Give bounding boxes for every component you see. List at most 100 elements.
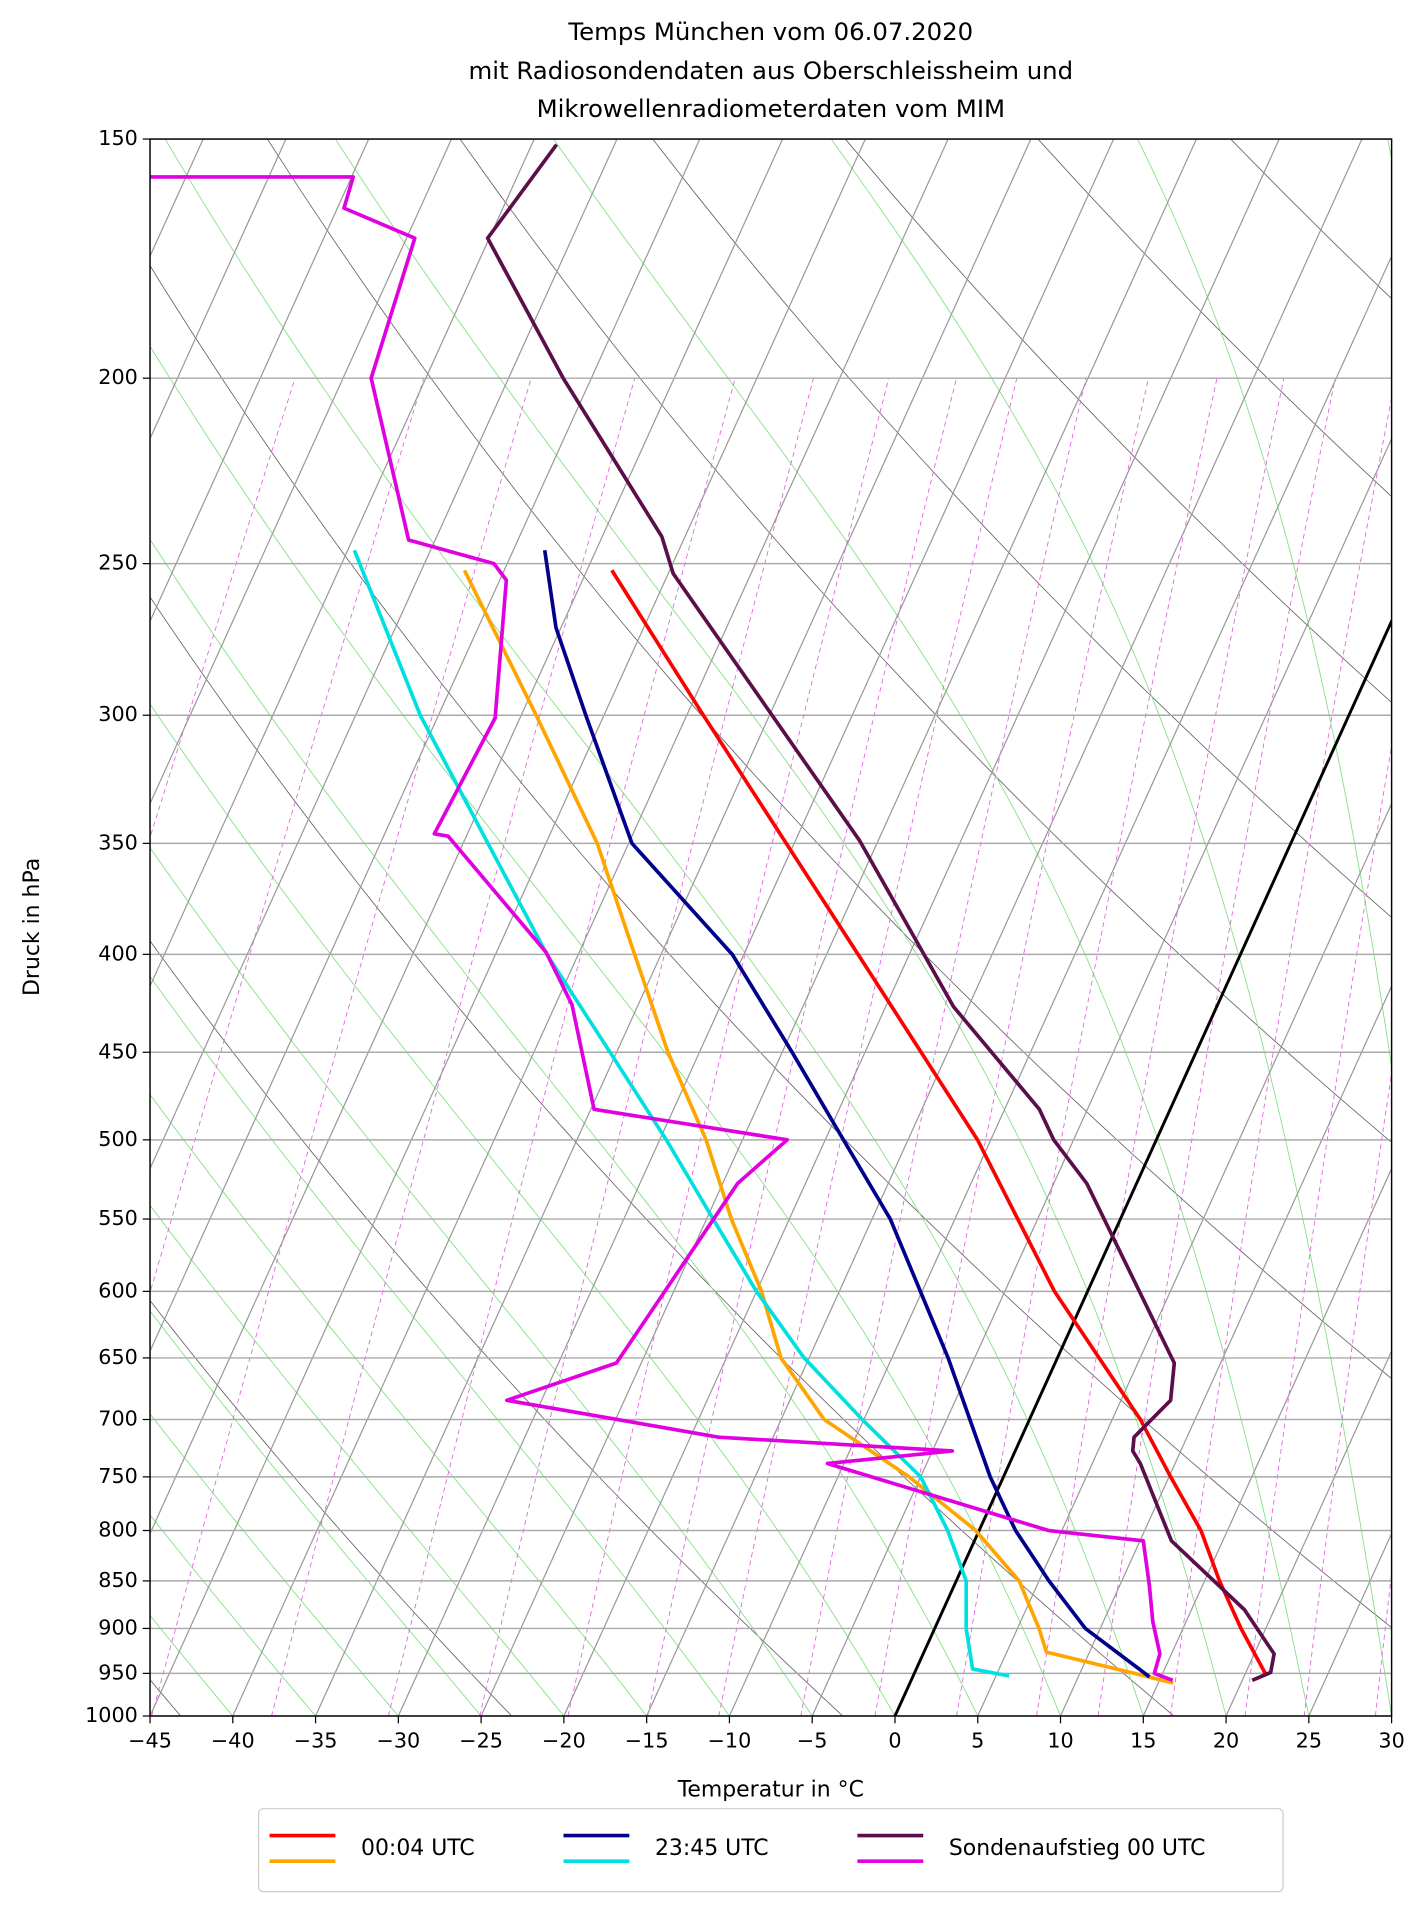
mixing-ratio-line [387, 378, 736, 1717]
y-tick-label: 750 [98, 1464, 138, 1488]
y-tick-label: 300 [98, 702, 138, 726]
moist-adiabat [150, 1310, 482, 1717]
profiles [150, 143, 1392, 1717]
isotherm-grid-line [397, 139, 1115, 1717]
y-tick-label: 400 [98, 941, 138, 965]
moist-adiabat [1137, 139, 1392, 1070]
x-tick-label: −25 [459, 1729, 503, 1753]
isotherm [150, 139, 535, 988]
isotherm [150, 139, 784, 1536]
mixing-ratio-line [647, 378, 957, 1717]
moist-adiabat [150, 703, 896, 1717]
y-tick-label: 900 [98, 1615, 138, 1639]
y-tick-label: 500 [98, 1127, 138, 1151]
mixing-ratio-line [1097, 378, 1336, 1717]
moist-adiabat [164, 139, 1144, 1717]
y-tick-label: 200 [98, 365, 138, 389]
isotherm-grid-line [1142, 1167, 1392, 1717]
x-tick-label: 15 [1130, 1729, 1156, 1753]
moist-adiabat [150, 1413, 399, 1717]
mixing-ratio-line [1303, 1070, 1392, 1717]
y-tick-label: 150 [98, 126, 138, 150]
dry-adiabat [459, 139, 1392, 1143]
y-tick-label: 800 [98, 1518, 138, 1542]
chart-title: Temps München vom 06.07.2020 [567, 17, 973, 46]
background-lines [150, 139, 1427, 1717]
isotherm-grid-line [1059, 984, 1392, 1717]
grid [150, 139, 1392, 1717]
x-tick-label: −45 [128, 1729, 172, 1753]
temperature-line [610, 569, 1267, 1675]
isotherm [150, 139, 453, 806]
mixing-ratio-line [1374, 1569, 1392, 1717]
chart-title: mit Radiosondendaten aus Oberschleisshei… [469, 56, 1074, 85]
isotherm-grid-line [563, 139, 1280, 1717]
x-axis-label: Temperatur in °C [677, 1777, 864, 1802]
mixing-ratio-line [874, 378, 1149, 1717]
y-tick-label: 1000 [85, 1703, 138, 1727]
y-tick-label: 550 [98, 1206, 138, 1230]
y-tick-label: 350 [98, 830, 138, 854]
y-tick-label: 950 [98, 1660, 138, 1684]
axes: −45 −40 −35 −30 −25 −20 −15 −10 −5 0 5 10 15 20 25 30 15… [85, 126, 1405, 1753]
legend-label: 00:04 UTC [361, 1836, 475, 1861]
isotherm-grid-line [646, 139, 1363, 1717]
dry-adiabat [266, 139, 1392, 1380]
legend-box [257, 1808, 1284, 1893]
isotherm-grid-line [315, 139, 1032, 1717]
legend: 00:04 UTC 23:45 UTC Sondenaufstieg 00 UTC [269, 1833, 1205, 1863]
mixing-ratio-line [479, 378, 814, 1717]
isotherm [150, 139, 701, 1353]
dewpoint-line [352, 549, 1010, 1678]
legend-label: 23:45 UTC [655, 1836, 769, 1861]
isotherm-grid-line [1308, 1532, 1392, 1717]
x-tick-label: −20 [542, 1729, 586, 1753]
x-tick-label: −30 [376, 1729, 420, 1753]
y-tick-label: 700 [98, 1407, 138, 1431]
dry-adiabat [150, 264, 1392, 1629]
isotherm-grid-line [150, 139, 866, 1717]
mixing-ratio-line [800, 378, 1087, 1717]
dry-adiabat [1423, 139, 1427, 1716]
x-tick-label: −5 [797, 1729, 828, 1753]
isotherm [150, 139, 618, 1171]
y-tick-label: 450 [98, 1039, 138, 1063]
dry-adiabat [150, 1299, 513, 1717]
x-tick-label: 10 [1047, 1729, 1073, 1753]
moist-adiabat [150, 1093, 648, 1717]
moist-adiabat [150, 1514, 316, 1717]
isotherm-grid-line [1391, 1714, 1392, 1717]
isotherm-grid-line [232, 139, 949, 1717]
mixing-ratio-line [1244, 743, 1392, 1717]
moist-adiabat [553, 139, 1310, 1717]
moist-adiabat [150, 538, 979, 1717]
dry-adiabat [1037, 139, 1392, 498]
x-tick-label: −40 [211, 1729, 255, 1753]
isotherm-grid-line [728, 254, 1392, 1717]
x-tick-label: −10 [708, 1729, 752, 1753]
temperature-line [542, 549, 1151, 1679]
isotherm [150, 139, 287, 441]
x-tick-label: 5 [971, 1729, 984, 1753]
isotherm-grid-line [977, 802, 1392, 1717]
isotherm-grid-line [894, 619, 1392, 1717]
dry-adiabat [1230, 139, 1392, 300]
temperature-line [485, 143, 1276, 1683]
isotherm [150, 139, 370, 623]
y-tick-label: 600 [98, 1278, 138, 1302]
moist-adiabat [150, 1204, 565, 1717]
x-tick-label: 20 [1213, 1729, 1239, 1753]
isotherm-grid-line [1225, 1349, 1392, 1717]
mixing-ratio-line [1170, 395, 1392, 1717]
moist-adiabat [830, 139, 1392, 1717]
moist-adiabat [150, 975, 730, 1717]
y-axis-label: Druck in hPa [20, 858, 45, 996]
x-tick-label: 0 [888, 1729, 901, 1753]
chart-title: Mikrowellenradiometerdaten vom MIM [537, 94, 1005, 123]
dry-adiabat [844, 139, 1392, 704]
y-tick-label: 250 [98, 551, 138, 575]
x-tick-label: −15 [625, 1729, 669, 1753]
dry-adiabat [652, 139, 1392, 918]
